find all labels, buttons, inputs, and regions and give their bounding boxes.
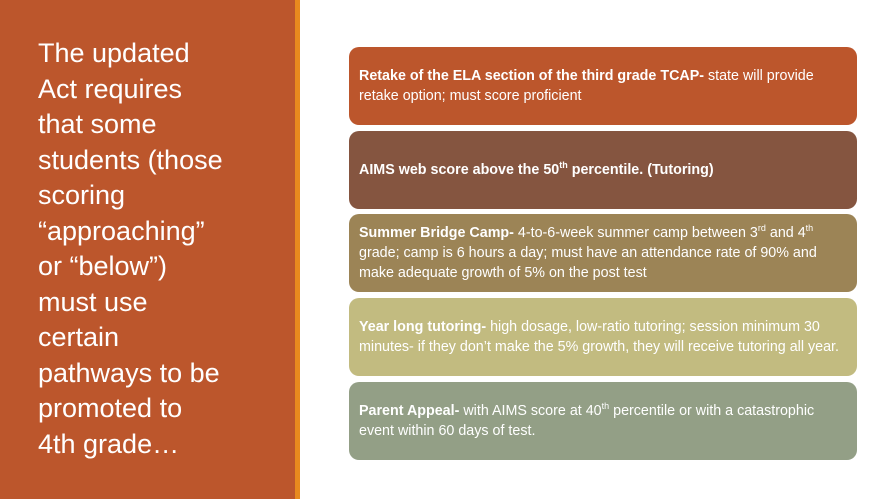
item-text: high dosage, low-ratio tutoring; session… <box>359 319 839 355</box>
item-text: grade; camp is 6 hours a day; must have … <box>359 245 817 281</box>
item-heading: Summer Bridge Camp- <box>359 225 514 241</box>
superscript: rd <box>757 223 766 233</box>
item-text: state will provide retake option; must s… <box>359 68 814 104</box>
item-heading: Parent Appeal- <box>359 403 460 419</box>
accent-stripe <box>295 0 300 499</box>
title-line: must use <box>38 286 148 317</box>
item-text: and 4 <box>765 225 806 241</box>
item-heading: Retake of the ELA section of the third g… <box>359 68 705 84</box>
title-line: The updated <box>38 38 190 68</box>
item-text: 4-to-6-week summer camp between 3 <box>513 225 758 241</box>
superscript: th <box>601 401 610 411</box>
title-line: scoring <box>38 180 126 210</box>
title-line: pathways to be <box>38 357 220 388</box>
pathway-tutoring: Year long tutoring- high dosage, low-rat… <box>349 298 857 376</box>
title-line: certain <box>38 322 120 352</box>
item-text: percentile or with a catastrophic event … <box>359 403 815 439</box>
title-line: or “below”) <box>38 251 168 281</box>
item-heading: percentile. (Tutoring) <box>567 162 714 178</box>
superscript: th <box>805 223 814 233</box>
left-panel: The updated Act requires that some stude… <box>0 0 295 499</box>
title-line: Act requires <box>38 73 183 104</box>
title-line: promoted to <box>38 393 183 423</box>
item-heading: AIMS web score above the 50 <box>359 162 560 178</box>
title-line: that some <box>38 109 157 139</box>
slide-title: The updated Act requires that some stude… <box>38 36 223 462</box>
pathway-aims: AIMS web score above the 50th percentile… <box>349 131 857 209</box>
item-heading: Year long tutoring- <box>359 319 487 335</box>
item-text: with AIMS score at 40 <box>459 403 602 419</box>
pathway-retake: Retake of the ELA section of the third g… <box>349 47 857 125</box>
superscript: th <box>559 160 568 170</box>
title-line: 4th grade… <box>38 428 180 459</box>
title-line: students (those <box>38 144 223 175</box>
pathway-summer-camp: Summer Bridge Camp- 4-to-6-week summer c… <box>349 214 857 292</box>
title-line: “approaching” <box>38 215 205 246</box>
pathway-parent-appeal: Parent Appeal- with AIMS score at 40th p… <box>349 382 857 460</box>
